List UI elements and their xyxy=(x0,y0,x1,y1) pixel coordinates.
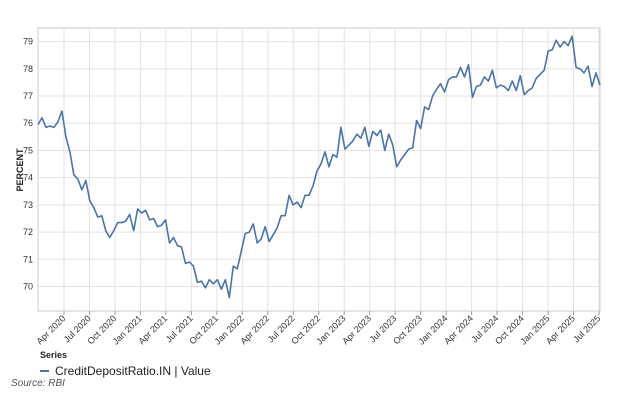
y-tick-label: 74 xyxy=(23,173,33,183)
source-note: Source: RBI xyxy=(11,378,65,389)
x-tick-label: Apr 2020 xyxy=(35,313,68,346)
series-line[interactable] xyxy=(37,35,601,299)
y-tick-label: 76 xyxy=(23,118,33,128)
series-lines xyxy=(37,35,601,299)
y-tick-label: 70 xyxy=(23,282,33,292)
y-tick-label: 73 xyxy=(23,200,33,210)
y-tick-label: 79 xyxy=(23,37,33,47)
y-axis-ticks: 70 71 72 73 74 75 76 77 78 79 xyxy=(23,37,33,292)
legend: Series CreditDepositRatio.IN | Value xyxy=(40,350,211,378)
y-tick-label: 77 xyxy=(23,91,33,101)
y-tick-label: 72 xyxy=(23,227,33,237)
y-tick-label: 71 xyxy=(23,254,33,264)
grid-lines xyxy=(38,28,600,311)
legend-swatch xyxy=(40,370,49,372)
y-axis-title: PERCENT xyxy=(15,148,25,192)
y-tick-label: 75 xyxy=(23,145,33,155)
legend-title: Series xyxy=(40,350,68,360)
y-tick-label: 78 xyxy=(23,64,33,74)
legend-label: CreditDepositRatio.IN | Value xyxy=(55,364,211,378)
legend-item[interactable]: CreditDepositRatio.IN | Value xyxy=(40,364,211,378)
x-tick-label: Jul 2025 xyxy=(571,313,602,344)
